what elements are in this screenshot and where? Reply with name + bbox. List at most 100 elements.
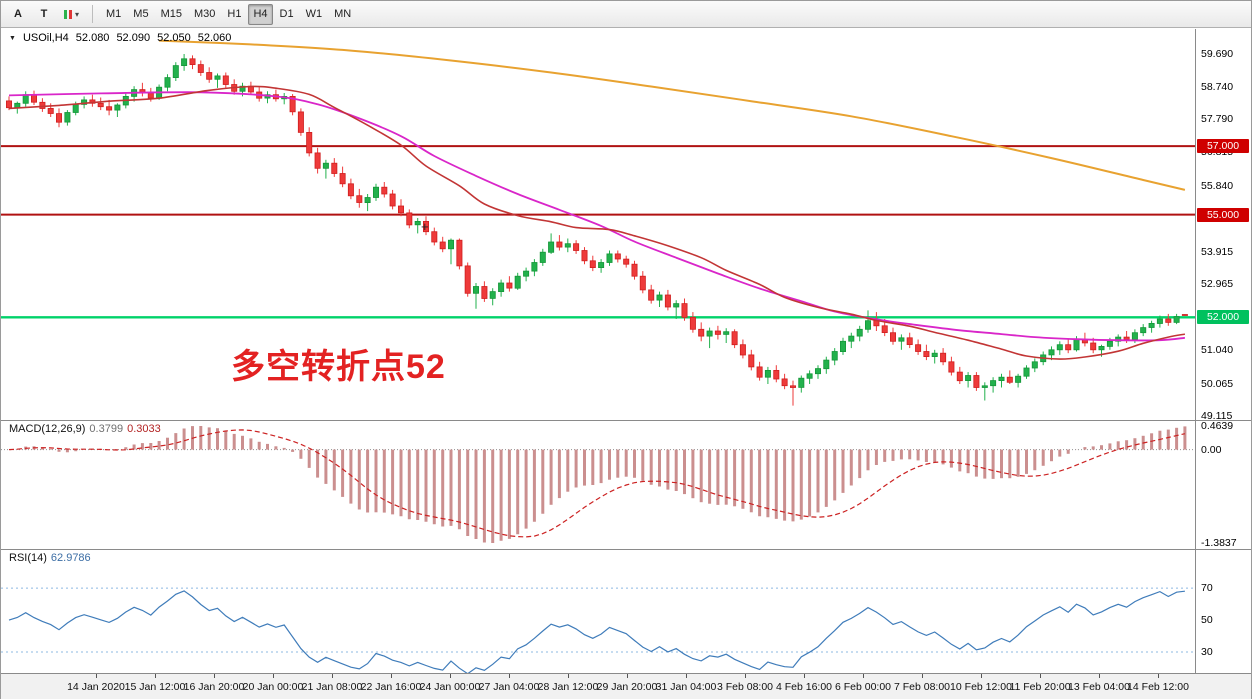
timeframe-button-m30[interactable]: M30 <box>189 4 220 25</box>
time-axis-tick <box>96 674 97 678</box>
candle-up-icon <box>64 9 67 19</box>
ma-medium-magenta-line <box>8 91 1185 342</box>
rsi-name: RSI(14) <box>9 552 47 564</box>
ohlc-close-value: 52.060 <box>197 32 232 44</box>
timeframe-button-mn[interactable]: MN <box>329 4 356 25</box>
price-axis-label: 55.840 <box>1201 180 1234 192</box>
price-axis-label: 59.690 <box>1201 48 1234 60</box>
timeframe-button-h4[interactable]: H4 <box>248 3 273 25</box>
time-axis[interactable]: 14 Jan 2020 15 Jan 12:00 16 Jan 20:00 20 Ja… <box>1 673 1251 699</box>
price-axis-label: 57.790 <box>1201 113 1234 125</box>
price-axis-label: 51.040 <box>1201 344 1234 356</box>
price-axis-label: 50.065 <box>1201 378 1234 390</box>
rsi-indicator-label: RSI(14) 62.9786 <box>9 552 91 564</box>
ma-fast-red-line <box>8 85 1186 360</box>
objects-dropdown-button[interactable]: ▾ <box>58 4 84 25</box>
rsi-axis-label: 70 <box>1201 582 1213 594</box>
timeframe-button-d1[interactable]: D1 <box>275 4 299 25</box>
price-axis[interactable]: 59.69058.74057.79056.81555.84053.91552.9… <box>1196 29 1251 673</box>
time-axis-tick <box>155 674 156 678</box>
time-axis-label: 29 Jan 20:00 <box>596 681 658 693</box>
time-axis-tick <box>568 674 569 678</box>
time-axis-label: 4 Feb 16:00 <box>775 681 833 693</box>
time-axis-label: 11 Feb 20:00 <box>1009 681 1071 693</box>
toolbar-separator <box>92 5 94 23</box>
time-axis-label: 10 Feb 12:00 <box>950 681 1012 693</box>
rsi-line <box>8 590 1185 673</box>
macd-signal-value: 0.3033 <box>127 423 161 435</box>
price-axis-separator <box>1195 29 1196 673</box>
time-axis-label: 13 Feb 04:00 <box>1068 681 1130 693</box>
time-axis-label: 27 Jan 04:00 <box>478 681 540 693</box>
macd-axis-label: -1.3837 <box>1201 537 1237 549</box>
time-axis-tick <box>745 674 746 678</box>
time-axis-label: 14 Feb 12:00 <box>1127 681 1189 693</box>
price-line-badge: 57.000 <box>1197 139 1249 153</box>
time-axis-tick <box>1099 674 1100 678</box>
rsi-axis-label: 30 <box>1201 646 1213 658</box>
timeframe-button-m1[interactable]: M1 <box>101 4 126 25</box>
macd-indicator-label: MACD(12,26,9) 0.3799 0.3033 <box>9 423 161 435</box>
time-axis-label: 28 Jan 12:00 <box>537 681 599 693</box>
candles-layer <box>6 54 1188 406</box>
macd-axis-label: 0.4639 <box>1201 420 1234 432</box>
time-axis-label: 3 Feb 08:00 <box>716 681 774 693</box>
time-axis-tick <box>686 674 687 678</box>
time-axis-tick <box>214 674 215 678</box>
macd-panel-canvas[interactable] <box>1 420 1195 549</box>
chart-annotation: 多空转折点52 <box>231 348 446 386</box>
timeframe-button-group: M1 M5 M15 M30 H1 H4 D1 W1 MN <box>101 3 356 25</box>
price-line-badge: 52.000 <box>1197 310 1249 324</box>
macd-signal-line <box>8 429 1186 538</box>
time-axis-label: 16 Jan 20:00 <box>183 681 245 693</box>
timeframe-button-m15[interactable]: M15 <box>156 4 187 25</box>
time-axis-tick <box>804 674 805 678</box>
time-axis-label: 31 Jan 04:00 <box>655 681 717 693</box>
price-axis-label: 49.115 <box>1201 410 1233 422</box>
time-axis-label: 15 Jan 12:00 <box>124 681 186 693</box>
ma-slow-orange-line <box>159 39 1186 191</box>
time-axis-tick <box>863 674 864 678</box>
panel-divider-rsi[interactable] <box>1 549 1251 550</box>
rsi-panel-canvas[interactable] <box>1 549 1195 673</box>
price-axis-label: 53.915 <box>1201 246 1234 258</box>
candle-down-icon <box>69 9 72 19</box>
time-axis-tick <box>981 674 982 678</box>
main-chart-canvas[interactable] <box>1 29 1195 420</box>
time-axis-label: 21 Jan 08:00 <box>301 681 363 693</box>
macd-main-value: 0.3799 <box>89 423 124 435</box>
time-axis-tick <box>273 674 274 678</box>
timeframe-button-h1[interactable]: H1 <box>222 4 246 25</box>
symbol-period-label: USOil,H4 <box>22 32 69 44</box>
symbol-marker-icon: ▼ <box>9 34 16 42</box>
time-axis-label: 20 Jan 00:00 <box>242 681 304 693</box>
time-axis-tick <box>332 674 333 678</box>
macd-histogram <box>15 426 1187 543</box>
macd-name: MACD(12,26,9) <box>9 423 86 435</box>
crosshair-marker: + <box>421 219 429 234</box>
timeframe-button-w1[interactable]: W1 <box>301 4 328 25</box>
time-axis-tick <box>627 674 628 678</box>
price-axis-label: 58.740 <box>1201 81 1234 93</box>
time-axis-label: 22 Jan 16:00 <box>360 681 422 693</box>
panel-divider-macd[interactable] <box>1 420 1251 421</box>
chart-title: ▼ USOil,H4 52.080 52.090 52.050 52.060 <box>9 32 231 44</box>
time-axis-tick <box>509 674 510 678</box>
ohlc-open-value: 52.080 <box>75 32 110 44</box>
time-axis-tick <box>450 674 451 678</box>
ohlc-low-value: 52.050 <box>157 32 191 44</box>
macd-axis-label: 0.00 <box>1201 444 1222 456</box>
time-axis-label: 14 Jan 2020 <box>67 681 125 693</box>
time-axis-tick <box>922 674 923 678</box>
toolbar: A T ▾ M1 M5 M15 M30 H1 H4 D1 W1 MN <box>1 1 1251 28</box>
ohlc-high-value: 52.090 <box>116 32 151 44</box>
chevron-down-icon: ▾ <box>75 9 80 19</box>
price-line-badge: 55.000 <box>1197 208 1249 222</box>
arrow-tool-button[interactable]: A <box>6 4 30 25</box>
price-axis-label: 52.965 <box>1201 278 1234 290</box>
rsi-axis-label: 50 <box>1201 614 1213 626</box>
time-axis-tick <box>1040 674 1041 678</box>
text-tool-button[interactable]: T <box>32 4 56 25</box>
timeframe-button-m5[interactable]: M5 <box>128 4 153 25</box>
